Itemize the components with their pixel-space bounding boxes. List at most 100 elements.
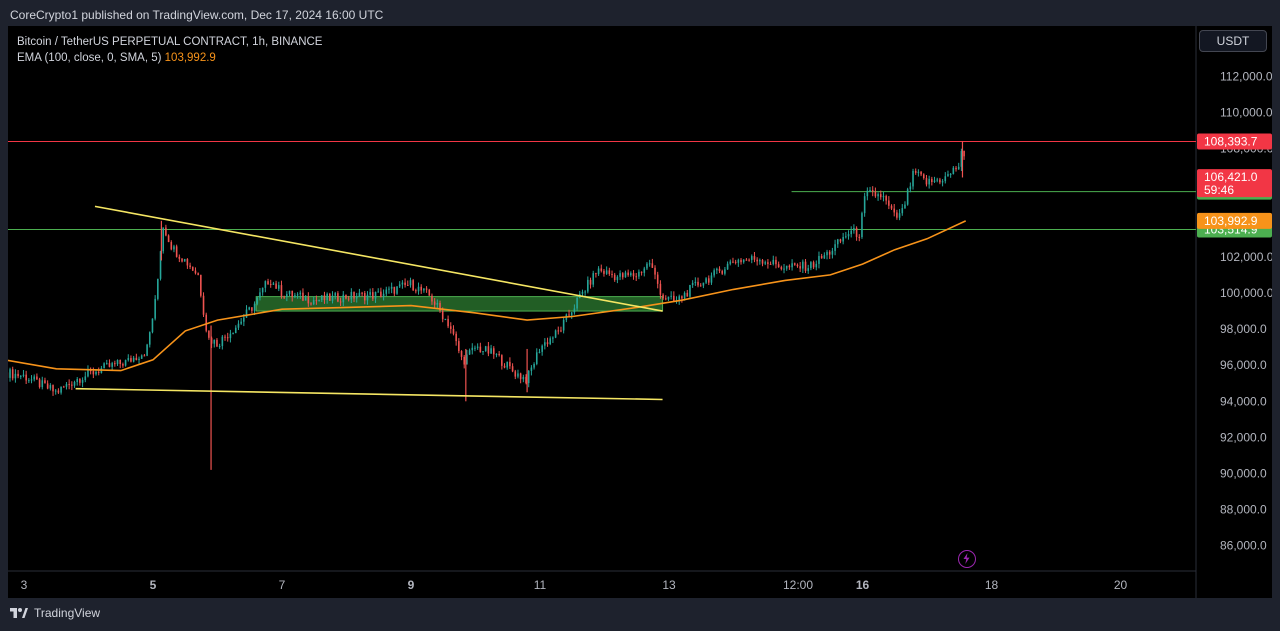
price-tag-text: 103,992.9 (1204, 214, 1258, 228)
candle-body (103, 363, 105, 369)
candle-body (398, 284, 401, 287)
candle-body (509, 361, 511, 367)
candle-body (41, 380, 44, 388)
candle-body (350, 292, 353, 300)
currency-selector[interactable]: USDT (1199, 30, 1267, 52)
ema-legend-label: EMA (100, close, 0, SMA, 5) (17, 52, 162, 64)
candle-body (310, 303, 312, 305)
candle-body (253, 303, 256, 311)
candle-body (436, 302, 439, 305)
candle-body (635, 276, 638, 278)
candle-body (689, 285, 691, 297)
candle-body (267, 281, 269, 285)
candle-body (337, 293, 339, 302)
candle-body (213, 339, 216, 344)
candle-body (240, 321, 242, 324)
candle-body (294, 295, 296, 297)
candle-body (232, 333, 234, 335)
candle-body (369, 292, 371, 295)
candle-body (535, 352, 538, 364)
trendline-upper[interactable] (94, 205, 663, 312)
price-tick-label: 88,000.0 (1220, 503, 1267, 517)
ema-line[interactable] (8, 220, 967, 372)
candle-body (802, 261, 804, 269)
candle-body (474, 347, 476, 349)
candle-body (62, 386, 65, 388)
candle-body (441, 310, 444, 320)
candle-body (568, 314, 570, 316)
candle-body (963, 151, 965, 157)
candle-body (952, 167, 955, 174)
candle-body (603, 270, 605, 274)
candle-body (57, 390, 60, 393)
candle-body (785, 265, 788, 269)
candle-body (745, 259, 748, 261)
candle-body (423, 288, 425, 291)
lightning-icon[interactable] (958, 550, 976, 568)
candle-body (667, 296, 670, 300)
candle-body (490, 348, 492, 354)
candle-body (646, 263, 648, 269)
candle-body (329, 293, 331, 301)
trendline-lower[interactable] (75, 387, 663, 401)
candle-body (471, 347, 474, 351)
candle-body (492, 348, 495, 355)
candle-body (678, 296, 681, 301)
candle-body (361, 292, 363, 294)
candle-body (611, 273, 613, 275)
price-tick-label: 90,000.0 (1220, 467, 1267, 481)
candle-body (366, 294, 369, 301)
candle-body (818, 256, 820, 264)
candle-body (853, 227, 855, 231)
price-chart[interactable]: 86,000.0 88,000.0 90,000.0 92,000.0 94,000.0… (8, 26, 1272, 598)
candle-body (799, 266, 801, 269)
candle-body (288, 290, 291, 295)
candle-body (439, 302, 441, 311)
candle-body (479, 346, 482, 353)
candle-body (530, 367, 533, 371)
candle-body (189, 265, 191, 268)
price-tick-label: 94,000.0 (1220, 394, 1267, 408)
candle-body (544, 342, 546, 346)
candle-body (84, 376, 87, 381)
candle-body (194, 270, 197, 274)
candle-body (621, 273, 624, 278)
candle-body (619, 273, 621, 277)
candle-body (694, 281, 697, 283)
candle-body (842, 237, 844, 242)
candle-body (810, 262, 812, 269)
candle-body (304, 296, 307, 301)
candle-body (68, 384, 70, 386)
candle-body (9, 369, 11, 378)
candle-body (957, 166, 960, 170)
candle-body (482, 351, 484, 353)
candle-body (807, 268, 810, 271)
candle-body (46, 383, 49, 389)
candle-body (76, 379, 79, 383)
candle-body (589, 279, 592, 285)
candle-body (756, 259, 758, 262)
candle-body (890, 205, 893, 209)
candle-body (433, 301, 436, 305)
candle-body (396, 286, 398, 294)
candle-body (355, 296, 358, 299)
price-tick-label: 110,000.0 (1220, 106, 1272, 120)
candle-body (847, 234, 850, 237)
candle-body (527, 370, 530, 384)
level-price-tag-text: 108,393.7 (1204, 134, 1258, 148)
candle-body (157, 278, 159, 299)
candle-body (19, 375, 22, 377)
candle-body (390, 286, 393, 289)
candle-body (941, 181, 944, 183)
candle-body (200, 274, 202, 296)
candle-body (522, 376, 525, 380)
symbol-title[interactable]: Bitcoin / TetherUS PERPETUAL CONTRACT, 1… (17, 36, 323, 48)
ema-legend[interactable]: EMA (100, close, 0, SMA, 5) 103,992.9 (17, 52, 216, 64)
candle-body (339, 301, 342, 303)
candle-body (221, 336, 224, 347)
candle-body (452, 328, 455, 334)
candle-body (906, 189, 909, 205)
candle-body (815, 263, 818, 268)
chart-panel[interactable]: 86,000.0 88,000.0 90,000.0 92,000.0 94,000.0… (8, 26, 1272, 598)
candle-body (105, 363, 108, 365)
